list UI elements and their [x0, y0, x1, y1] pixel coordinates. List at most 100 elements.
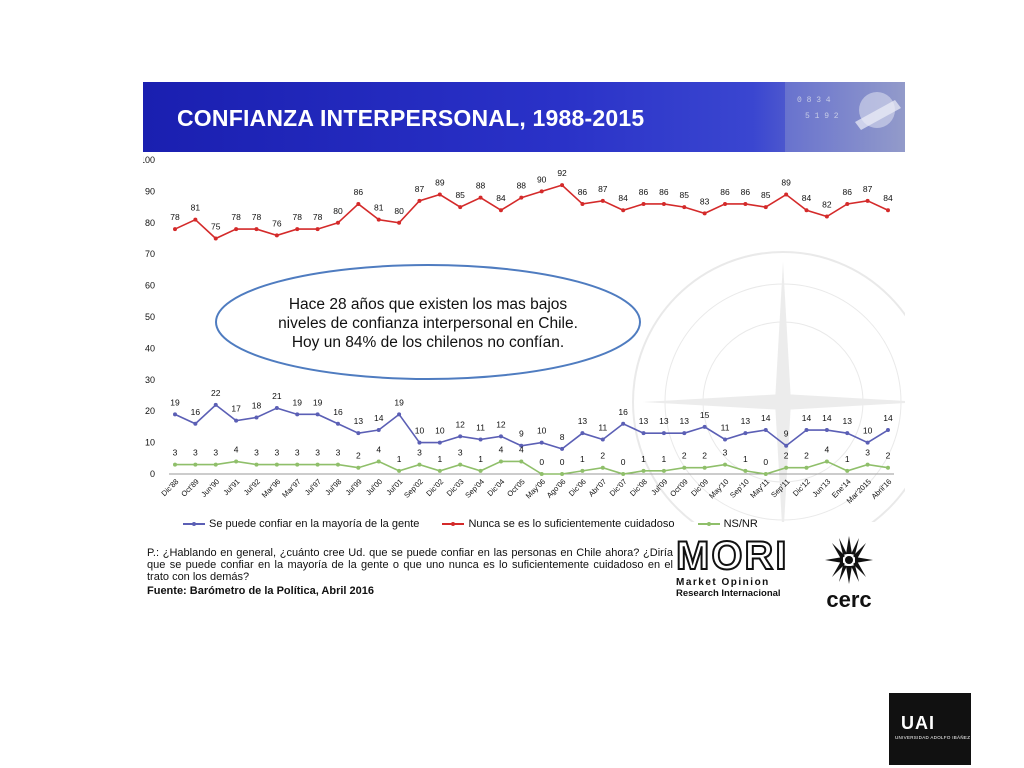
- data-label: 86: [843, 187, 853, 197]
- legend-label: NS/NR: [723, 518, 758, 530]
- data-label: 78: [313, 212, 323, 222]
- data-point: [886, 208, 890, 213]
- data-point: [335, 462, 340, 467]
- data-label: 82: [822, 200, 832, 210]
- data-point: [274, 462, 279, 467]
- x-tick-label: Dic'06: [567, 477, 588, 498]
- y-tick-label: 70: [145, 249, 155, 259]
- data-point: [193, 462, 198, 467]
- data-point: [234, 459, 239, 464]
- data-point: [254, 462, 259, 467]
- x-tick-label: Dic'08: [628, 477, 649, 498]
- data-label: 13: [680, 416, 690, 426]
- data-point: [845, 431, 850, 436]
- y-tick-label: 30: [145, 375, 155, 385]
- data-point: [356, 465, 361, 470]
- y-tick-label: 50: [145, 312, 155, 322]
- data-label: 2: [682, 451, 687, 461]
- data-point: [173, 412, 177, 417]
- data-point: [641, 431, 646, 436]
- x-tick-label: Abril'16: [870, 477, 894, 501]
- data-point: [356, 431, 361, 436]
- data-label: 78: [231, 212, 241, 222]
- data-point: [193, 421, 198, 426]
- data-point: [295, 227, 300, 232]
- legend-label: Se puede confiar en la mayoría de la gen…: [209, 518, 420, 530]
- survey-question: P.: ¿Hablando en general, ¿cuánto cree U…: [147, 547, 673, 583]
- y-tick-label: 20: [145, 406, 155, 416]
- x-tick-label: May'11: [748, 477, 771, 500]
- data-point: [580, 201, 585, 206]
- data-label: 19: [170, 397, 180, 407]
- data-point: [213, 462, 218, 467]
- data-label: 11: [721, 422, 730, 432]
- data-label: 86: [741, 187, 751, 197]
- data-label: 87: [863, 184, 873, 194]
- data-point: [723, 462, 728, 467]
- data-point: [682, 431, 687, 436]
- data-label: 86: [578, 187, 588, 197]
- data-point: [376, 217, 381, 222]
- source-note: Fuente: Barómetro de la Política, Abril …: [147, 585, 374, 597]
- data-label: 2: [702, 451, 707, 461]
- data-label: 8: [560, 432, 565, 442]
- x-tick-label: Sep'04: [463, 477, 486, 500]
- data-point: [193, 217, 198, 222]
- data-point: [478, 195, 483, 200]
- data-point: [804, 465, 809, 470]
- y-tick-label: 10: [145, 438, 155, 448]
- data-label: 21: [272, 391, 282, 401]
- x-tick-label: Jul'91: [221, 477, 241, 497]
- data-point: [335, 421, 340, 426]
- data-point: [661, 431, 666, 436]
- legend-item-nunca: Nunca se es lo suficientemente cuidadoso: [442, 518, 675, 530]
- data-label: 1: [397, 454, 402, 464]
- data-point: [600, 465, 605, 470]
- data-point: [723, 437, 728, 442]
- data-point: [743, 468, 748, 473]
- data-point: [865, 462, 870, 467]
- data-point: [478, 468, 483, 473]
- data-point: [234, 227, 239, 232]
- data-point: [173, 227, 177, 232]
- data-label: 80: [394, 206, 404, 216]
- data-label: 13: [639, 416, 649, 426]
- data-point: [315, 412, 320, 417]
- data-point: [498, 208, 503, 213]
- data-label: 86: [354, 187, 364, 197]
- data-point: [886, 428, 890, 433]
- data-point: [437, 440, 442, 445]
- data-point: [743, 201, 748, 206]
- slide: CONFIANZA INTERPERSONAL, 1988-2015 0 8 3…: [143, 82, 905, 622]
- series-line: [174, 403, 889, 450]
- data-point: [335, 220, 340, 225]
- data-label: 4: [499, 444, 504, 454]
- data-point: [560, 472, 565, 476]
- data-point: [621, 472, 626, 476]
- data-label: 87: [598, 184, 608, 194]
- data-label: 15: [700, 410, 710, 420]
- data-label: 18: [252, 400, 262, 410]
- data-point: [274, 233, 279, 238]
- y-tick-label: 40: [145, 343, 155, 353]
- x-tick-label: Dic'03: [445, 477, 466, 498]
- uai-logo: UAI UNIVERSIDAD ADOLFO IBÁÑEZ: [889, 693, 971, 765]
- data-point: [539, 440, 544, 445]
- data-point: [417, 440, 422, 445]
- data-label: 10: [435, 426, 445, 436]
- data-label: 2: [804, 451, 809, 461]
- data-label: 3: [458, 448, 463, 458]
- data-point: [213, 402, 218, 407]
- data-point: [580, 431, 585, 436]
- data-label: 78: [170, 212, 180, 222]
- data-label: 13: [741, 416, 751, 426]
- x-tick-label: Mar'96: [260, 477, 282, 499]
- data-point: [173, 462, 177, 467]
- y-tick-label: 90: [145, 186, 155, 196]
- cerc-logo-word: cerc: [826, 587, 872, 612]
- series-2: 3 3 3 4 3 3 3 3 3 2 4 1 3 1 3 1 4 4 0 0 1 2 0 1 1 2 2 3 1 0 2 2 4 1 3 2: [173, 444, 891, 476]
- slide-title: CONFIANZA INTERPERSONAL, 1988-2015: [177, 105, 645, 131]
- data-label: 86: [639, 187, 649, 197]
- data-point: [641, 201, 646, 206]
- data-label: 16: [618, 407, 628, 417]
